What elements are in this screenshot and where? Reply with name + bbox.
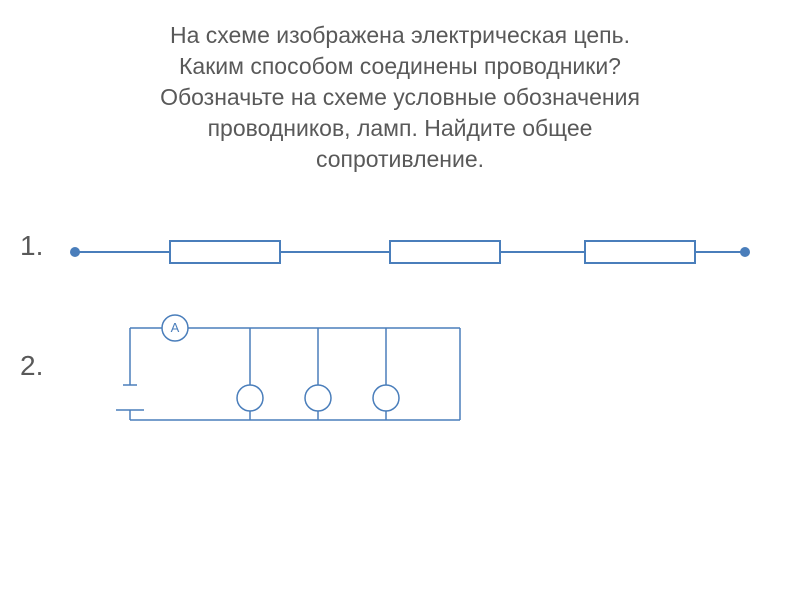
- row-number-1: 1.: [20, 230, 60, 262]
- parallel-circuit-diagram: A: [90, 310, 510, 430]
- title-line-2: Каким способом соединены проводники?: [179, 53, 621, 79]
- svg-text:A: A: [171, 320, 180, 335]
- row-number-2: 2.: [20, 350, 60, 382]
- title-block: На схеме изображена электрическая цепь. …: [0, 0, 800, 205]
- circuit-row-2: 2. A: [0, 310, 800, 430]
- title-line-4: проводников, ламп. Найдите общее: [208, 115, 593, 141]
- series-circuit-diagram: [60, 225, 760, 275]
- circuit-row-1: 1.: [0, 225, 800, 275]
- title-text: На схеме изображена электрическая цепь. …: [40, 20, 760, 175]
- title-line-3: Обозначьте на схеме условные обозначения: [160, 84, 640, 110]
- title-line-1: На схеме изображена электрическая цепь.: [170, 22, 630, 48]
- title-line-5: сопротивление.: [316, 146, 484, 172]
